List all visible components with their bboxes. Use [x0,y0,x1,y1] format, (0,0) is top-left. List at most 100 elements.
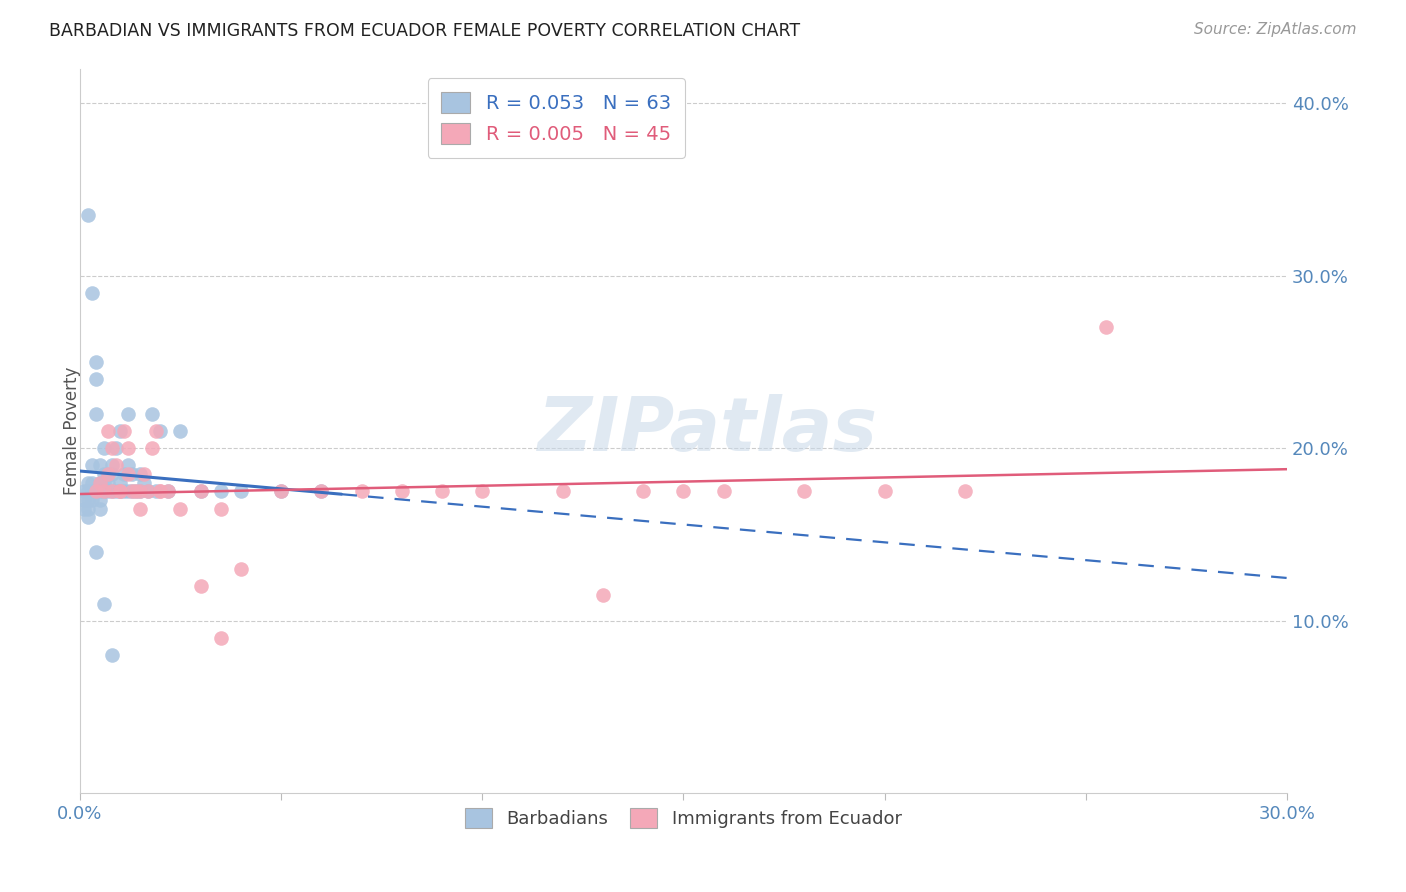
Point [270,484,292,499]
Point [97,467,120,481]
Point [101,441,124,455]
Point [136,484,159,499]
Point [80,492,103,507]
Point [793,484,815,499]
Point [93,441,115,455]
Point [112,484,135,499]
Point [108,484,131,499]
Point [134,475,156,490]
Point [350,484,373,499]
Point [145,424,167,438]
Point [77,501,100,516]
Text: BARBADIAN VS IMMIGRANTS FROM ECUADOR FEMALE POVERTY CORRELATION CHART: BARBADIAN VS IMMIGRANTS FROM ECUADOR FEM… [49,22,800,40]
Point [190,484,212,499]
Point [121,467,143,481]
Point [101,484,124,499]
Point [93,484,115,499]
Point [108,424,131,438]
Point [93,475,115,490]
Point [117,407,139,421]
Point [141,407,163,421]
Point [121,484,143,499]
Point [89,492,111,507]
Point [209,501,232,516]
Point [391,484,413,499]
Text: Source: ZipAtlas.com: Source: ZipAtlas.com [1194,22,1357,37]
Y-axis label: Female Poverty: Female Poverty [62,367,80,495]
Point [108,484,131,499]
Point [73,492,96,507]
Point [592,588,614,602]
Point [129,484,152,499]
Point [77,510,100,524]
Point [73,501,96,516]
Point [80,458,103,473]
Point [97,424,120,438]
Point [169,424,191,438]
Point [97,475,120,490]
Point [84,545,107,559]
Point [112,467,135,481]
Point [89,475,111,490]
Point [157,484,180,499]
Point [80,475,103,490]
Point [117,458,139,473]
Point [89,484,111,499]
Point [105,484,128,499]
Point [84,372,107,386]
Point [77,208,100,222]
Point [136,484,159,499]
Point [117,441,139,455]
Point [101,458,124,473]
Point [101,648,124,663]
Point [125,484,148,499]
Point [93,484,115,499]
Point [93,467,115,481]
Point [311,484,333,499]
Point [108,475,131,490]
Point [101,484,124,499]
Point [117,467,139,481]
Point [84,484,107,499]
Point [73,484,96,499]
Point [80,484,103,499]
Point [89,475,111,490]
Point [149,484,172,499]
Point [157,484,180,499]
Point [149,484,172,499]
Point [209,484,232,499]
Point [89,458,111,473]
Point [129,501,152,516]
Point [1095,320,1118,334]
Point [169,501,191,516]
Point [129,484,152,499]
Point [97,467,120,481]
Point [112,424,135,438]
Point [80,285,103,300]
Point [77,484,100,499]
Text: ZIPatlas: ZIPatlas [537,394,877,467]
Point [311,484,333,499]
Point [229,562,252,576]
Point [134,467,156,481]
Point [713,484,735,499]
Point [953,484,976,499]
Point [125,484,148,499]
Point [84,407,107,421]
Point [117,484,139,499]
Point [430,484,453,499]
Point [84,484,107,499]
Point [108,484,131,499]
Point [149,424,172,438]
Point [471,484,494,499]
Point [631,484,654,499]
Point [229,484,252,499]
Point [121,484,143,499]
Point [190,484,212,499]
Point [77,492,100,507]
Point [270,484,292,499]
Point [873,484,896,499]
Point [551,484,574,499]
Point [209,631,232,645]
Point [672,484,695,499]
